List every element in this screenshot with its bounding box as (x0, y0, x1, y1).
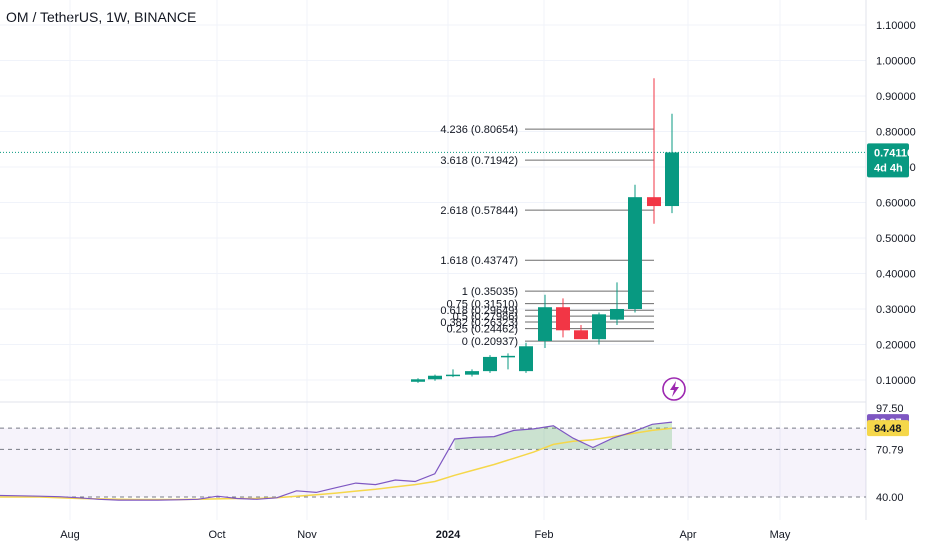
price-tick: 0.40000 (876, 269, 916, 281)
grid (0, 0, 867, 520)
candle-body[interactable] (538, 307, 552, 341)
fib-label: 1 (0.35035) (462, 286, 518, 298)
candle-body[interactable] (483, 356, 497, 372)
price-tick: 0.20000 (876, 340, 916, 352)
rsi-tick: 70.79 (876, 444, 904, 456)
fib-label: 0.25 (0.24462) (446, 324, 518, 336)
candle-body[interactable] (647, 197, 661, 207)
time-tick: May (770, 529, 791, 541)
last-price-value: 0.74116 (874, 147, 913, 159)
candle-body[interactable] (519, 346, 533, 372)
rsi-band (0, 428, 866, 497)
time-tick: Oct (208, 529, 225, 541)
rsi-tick: 40.00 (876, 492, 904, 504)
fib-label: 0 (0.20937) (462, 336, 518, 348)
price-tick: 0.60000 (876, 198, 916, 210)
chart-title: OM / TetherUS, 1W, BINANCE (6, 9, 197, 25)
fib-label: 1.618 (0.43747) (440, 255, 518, 267)
fib-label: 0.382 (0.26323) (440, 317, 518, 329)
rsi-tag-value: 84.48 (874, 423, 902, 435)
candle-body[interactable] (556, 307, 570, 331)
rsi-tag (867, 420, 909, 437)
rsi-ma-line (0, 427, 673, 501)
candle-body[interactable] (610, 309, 624, 320)
fib-label: 2.618 (0.57844) (440, 205, 518, 217)
rsi-pane (0, 421, 866, 501)
price-tick: 0.10000 (876, 375, 916, 387)
time-tick: 2024 (436, 529, 461, 541)
time-tick: Nov (297, 529, 317, 541)
candle-body[interactable] (465, 371, 479, 375)
candle-body[interactable] (665, 152, 679, 207)
fib-label: 3.618 (0.71942) (440, 155, 518, 167)
candle-body[interactable] (446, 374, 460, 377)
price-tick: 0.80000 (876, 127, 916, 139)
time-axis[interactable]: Aug Oct Nov 2024 Feb Apr May (60, 529, 791, 541)
lightning-icon[interactable] (662, 377, 686, 401)
candle-body[interactable] (411, 379, 425, 382)
price-tick: 0.90000 (876, 91, 916, 103)
price-tick: 1.10000 (876, 20, 916, 32)
time-tick: Apr (679, 529, 696, 541)
fib-label: 0.618 (0.29649) (440, 305, 518, 317)
fib-label: 0.75 (0.31510) (446, 299, 518, 311)
candle-body[interactable] (592, 314, 606, 340)
price-tick: 0.30000 (876, 304, 916, 316)
bar-countdown: 4d 4h (874, 162, 903, 174)
rsi-tick: 97.50 (876, 403, 904, 415)
time-tick: Aug (60, 529, 80, 541)
fib-label: 4.236 (0.80654) (440, 124, 518, 136)
candle-body[interactable] (628, 197, 642, 309)
last-price-tag (867, 143, 909, 178)
price-tick: 0.50000 (876, 233, 916, 245)
fib-levels: 4.236 (0.80654) 3.618 (0.71942) 2.618 (0.5… (440, 124, 654, 348)
rsi-line (0, 421, 673, 501)
candles[interactable] (411, 78, 679, 383)
time-tick: Feb (535, 529, 554, 541)
candle-body[interactable] (428, 375, 442, 380)
fib-label: 0.5 (0.27986) (453, 311, 518, 323)
candle-body[interactable] (501, 355, 515, 358)
candle-body[interactable] (574, 330, 588, 340)
price-tick: 1.00000 (876, 56, 916, 68)
rsi-overbought-fill (454, 422, 672, 450)
